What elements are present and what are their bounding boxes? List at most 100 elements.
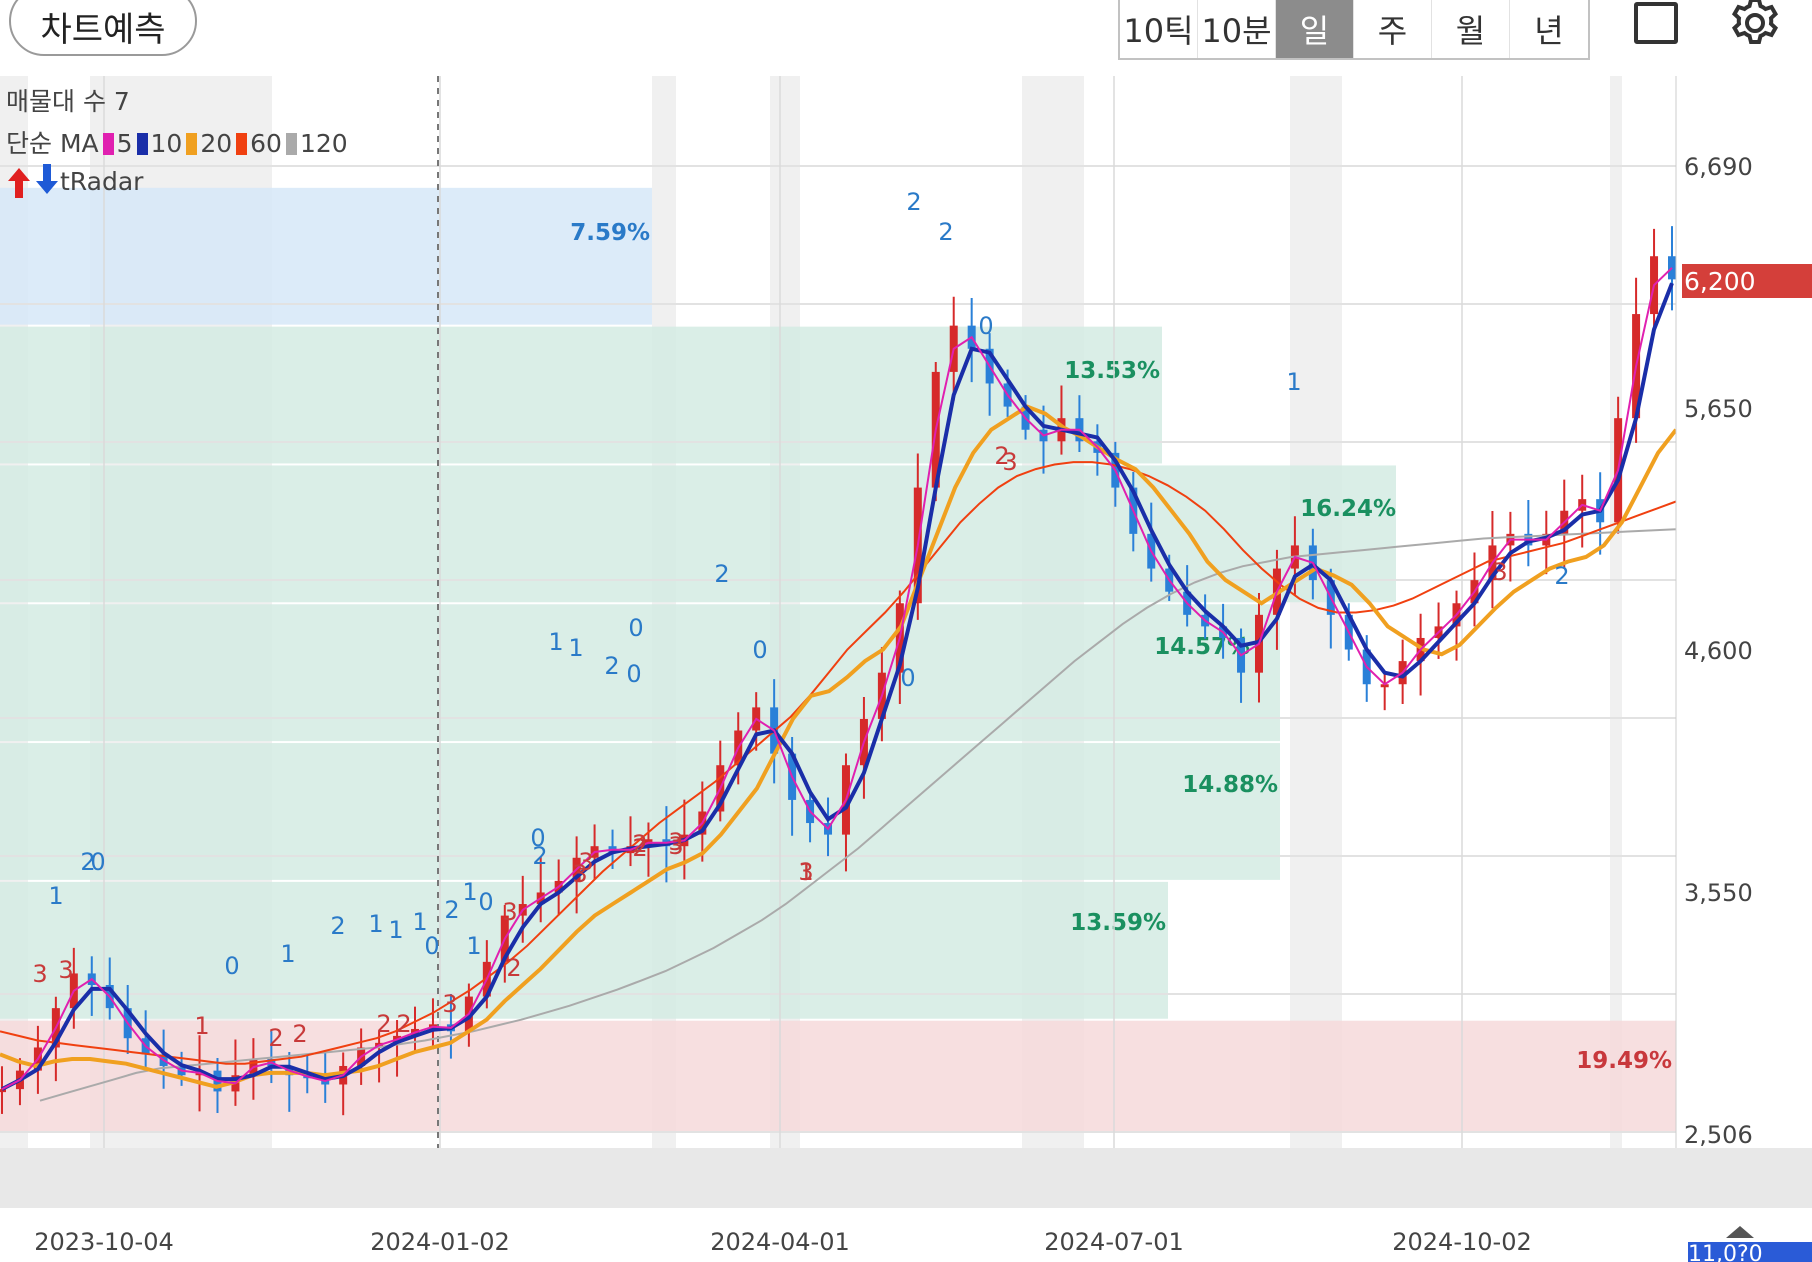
radar-marker-47: 1 — [1286, 368, 1301, 396]
radar-marker-4: 3 — [58, 956, 73, 984]
radar-marker-16: 1 — [412, 908, 427, 936]
radar-marker-37: 0 — [752, 636, 767, 664]
x-tick-0: 2023-10-04 — [34, 1228, 173, 1256]
ma-period-3: 60 — [250, 129, 282, 158]
tradar-legend: tRadar — [6, 164, 143, 198]
x-axis-bg — [0, 1148, 1812, 1208]
y-axis-bg — [1676, 76, 1812, 1256]
volume-zone-pct-5: 13.59% — [1070, 910, 1166, 936]
ma-period-2: 20 — [200, 129, 233, 158]
radar-marker-24: 3 — [572, 860, 587, 888]
ma-period-1: 10 — [150, 129, 183, 158]
up-down-arrows-icon — [8, 164, 58, 198]
radar-marker-29: 0 — [900, 664, 915, 692]
radar-marker-1: 2 — [80, 848, 95, 876]
radar-marker-6: 2 — [268, 1024, 283, 1052]
volume-zone-0 — [0, 187, 652, 325]
ma-swatch-2 — [186, 133, 198, 155]
holiday-band-6 — [1610, 76, 1622, 1148]
volume-zone-5 — [0, 881, 1168, 1019]
scroll-up-icon[interactable] — [1726, 1226, 1754, 1238]
period-tab-2[interactable]: 일 — [1276, 0, 1354, 58]
x-tick-4: 2024-10-02 — [1392, 1228, 1531, 1256]
volume-zone-pct-1: 13.53% — [1064, 358, 1160, 384]
radar-marker-0: 1 — [48, 882, 63, 910]
radar-marker-15: 3 — [442, 990, 457, 1018]
volume-zone-1 — [0, 326, 1162, 464]
radar-marker-44: 2 — [938, 218, 953, 246]
radar-marker-42: 2 — [906, 188, 921, 216]
radar-marker-31: 3 — [668, 832, 683, 860]
radar-marker-38: 1 — [548, 628, 563, 656]
price-chart[interactable]: 7.59%13.53%16.24%14.57%14.88%13.59%19.49… — [0, 76, 1812, 1256]
radar-marker-35: 0 — [628, 614, 643, 642]
period-tab-0[interactable]: 10틱 — [1120, 0, 1198, 58]
ma-swatch-1 — [136, 133, 148, 155]
y-tick-0: 6,690 — [1684, 153, 1753, 181]
radar-marker-36: 2 — [632, 830, 647, 858]
ma5-line — [1, 267, 1673, 1090]
ma-swatch-3 — [236, 133, 248, 155]
radar-marker-10: 2 — [330, 912, 345, 940]
radar-marker-12: 1 — [388, 916, 403, 944]
toolbar: 차트예측 10틱 10분 일 주 월 년 — [0, 0, 1812, 76]
candle-body-77 — [1380, 684, 1389, 688]
radar-marker-34: 0 — [626, 660, 641, 688]
y-tick-1: 5,650 — [1684, 395, 1753, 423]
ma-period-4: 120 — [299, 129, 348, 158]
period-tab-3[interactable]: 주 — [1354, 0, 1432, 58]
radar-marker-28: 3 — [798, 858, 813, 886]
y-tick-3: 3,550 — [1684, 879, 1753, 907]
radar-marker-49: 2 — [1554, 562, 1569, 590]
current-price-badge: 6,200 — [1682, 264, 1812, 298]
volume-axis-label: 11,0?0 — [1688, 1242, 1812, 1262]
gear-icon[interactable] — [1728, 0, 1782, 50]
period-tab-5[interactable]: 년 — [1534, 12, 1564, 50]
radar-marker-48: 2 — [994, 442, 1009, 470]
radar-marker-14: 2 — [396, 1010, 411, 1038]
radar-marker-19: 3 — [502, 898, 517, 926]
radar-marker-21: 1 — [462, 878, 477, 906]
radar-marker-2: 0 — [90, 848, 105, 876]
radar-marker-5: 1 — [194, 1012, 209, 1040]
radar-marker-7: 2 — [292, 1020, 307, 1048]
ma-period-0: 5 — [116, 129, 133, 158]
radar-marker-41: 3 — [668, 828, 683, 856]
y-tick-4: 2,506 — [1684, 1121, 1753, 1149]
ma-swatch-4 — [285, 133, 297, 155]
radar-marker-22: 0 — [478, 888, 493, 916]
tradar-label: tRadar — [60, 167, 144, 196]
ma20-line — [0, 404, 1678, 1089]
radar-marker-43: 3 — [1002, 448, 1017, 476]
volume-profile-legend: 매물대 수 7 — [6, 87, 130, 116]
period-tab-4[interactable]: 월 — [1432, 0, 1510, 58]
radar-marker-39: 1 — [568, 634, 583, 662]
radar-marker-13: 2 — [376, 1010, 391, 1038]
radar-marker-8: 0 — [224, 952, 239, 980]
volume-zone-pct-4: 14.88% — [1182, 772, 1278, 798]
square-icon[interactable] — [1634, 2, 1678, 44]
volume-zone-4 — [0, 743, 1280, 880]
radar-marker-27: 1 — [798, 858, 813, 886]
x-tick-3: 2024-07-01 — [1044, 1228, 1183, 1256]
radar-marker-20: 1 — [466, 932, 481, 960]
volume-zone-pct-6: 19.49% — [1576, 1048, 1672, 1074]
radar-marker-40: 3 — [578, 848, 593, 876]
ma-legend-label: 단순 MA — [6, 129, 99, 158]
ma-legend: 단순 MA 5 10 20 60 120 — [6, 124, 348, 160]
radar-marker-11: 1 — [368, 910, 383, 938]
x-tick-2: 2024-04-01 — [710, 1228, 849, 1256]
x-tick-1: 2024-01-02 — [370, 1228, 509, 1256]
radar-marker-46: 3 — [1492, 558, 1507, 586]
chart-predict-button[interactable]: 차트예측 — [9, 0, 197, 56]
y-tick-2: 4,600 — [1684, 637, 1753, 665]
period-tab-1[interactable]: 10분 — [1198, 0, 1276, 58]
volume-zone-pct-0: 7.59% — [570, 220, 650, 246]
radar-marker-17: 0 — [424, 932, 439, 960]
volume-zone-pct-2: 16.24% — [1300, 496, 1396, 522]
ma60-line — [0, 461, 1677, 1065]
radar-marker-33: 2 — [604, 652, 619, 680]
radar-marker-23: 2 — [506, 954, 521, 982]
ma-swatch-0 — [102, 133, 114, 155]
radar-marker-30: 2 — [632, 834, 647, 862]
